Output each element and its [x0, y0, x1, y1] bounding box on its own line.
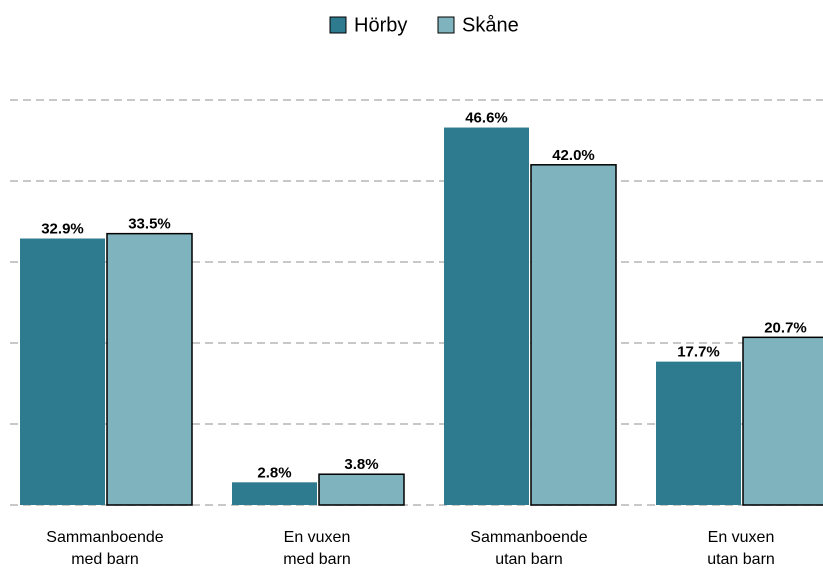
x-tick-label: En vuxen — [708, 529, 775, 546]
legend-label: Skåne — [462, 14, 519, 36]
x-tick-label: utan barn — [495, 551, 563, 568]
bar — [656, 361, 741, 505]
legend-swatch — [329, 16, 347, 34]
value-label: 33.5% — [128, 216, 171, 233]
value-label: 32.9% — [41, 220, 84, 237]
value-label: 2.8% — [257, 464, 291, 481]
value-label: 17.7% — [677, 344, 720, 361]
x-tick-label: Sammanboende — [470, 529, 588, 546]
bar — [20, 238, 105, 505]
x-tick-label: med barn — [71, 551, 139, 568]
bar — [742, 336, 823, 506]
legend-label: Hörby — [354, 14, 407, 36]
value-label: 42.0% — [552, 147, 595, 164]
legend-swatch — [437, 16, 455, 34]
bar — [318, 473, 405, 506]
x-tick-label: En vuxen — [284, 529, 351, 546]
value-label: 3.8% — [344, 456, 378, 473]
bar — [232, 482, 317, 505]
x-tick-label: med barn — [283, 551, 351, 568]
bar — [106, 232, 193, 506]
x-tick-label: utan barn — [707, 551, 775, 568]
value-label: 20.7% — [764, 319, 807, 336]
x-tick-label: Sammanboende — [46, 529, 164, 546]
value-label: 46.6% — [465, 110, 508, 127]
bar — [530, 164, 617, 506]
bar — [444, 127, 529, 505]
